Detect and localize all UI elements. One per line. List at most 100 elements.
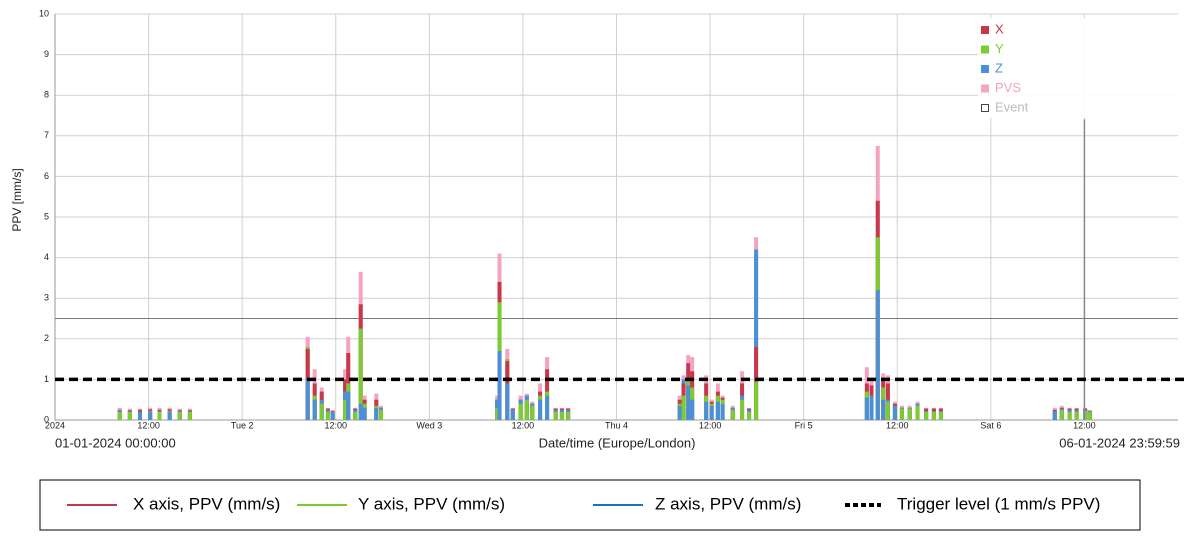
bar	[885, 401, 890, 420]
bar	[378, 409, 383, 420]
x-tick-label: 12:00	[699, 420, 722, 430]
bar	[138, 411, 143, 420]
y-tick-label: 5	[44, 211, 49, 221]
bar	[938, 411, 943, 420]
range-start: 01-01-2024 00:00:00	[55, 435, 176, 450]
bar	[720, 403, 725, 420]
bar	[709, 405, 714, 420]
bar	[497, 350, 502, 420]
range-end: 06-01-2024 23:59:59	[1059, 435, 1180, 450]
bar	[1052, 411, 1057, 420]
legend-label: Event	[995, 99, 1029, 114]
x-tick-label: Sat 6	[980, 420, 1001, 430]
legend-label: Z	[995, 60, 1003, 75]
bar	[358, 403, 363, 420]
bar	[875, 290, 880, 420]
y-axis-label: PPV [mm/s]	[10, 168, 24, 231]
bar	[343, 399, 348, 420]
legend-box	[39, 479, 1141, 531]
bar	[177, 411, 182, 420]
bar	[374, 407, 379, 420]
bar	[686, 385, 691, 420]
bar	[1087, 411, 1092, 420]
x-tick-label: Thu 4	[605, 420, 628, 430]
bar	[740, 399, 745, 420]
legend-swatch	[981, 104, 989, 112]
y-tick-label: 1	[44, 374, 49, 384]
x-axis-label: Date/time (Europe/London)	[539, 435, 696, 450]
bar	[358, 328, 363, 420]
bar	[864, 397, 869, 420]
bar	[362, 407, 367, 420]
legend-label: Z axis, PPV (mm/s)	[655, 494, 801, 513]
y-tick-label: 8	[44, 90, 49, 100]
legend-swatch	[981, 65, 989, 73]
legend-label: X axis, PPV (mm/s)	[133, 494, 280, 513]
bar	[524, 399, 529, 420]
y-tick-label: 6	[44, 171, 49, 181]
bar	[553, 411, 558, 420]
legend-label: Y	[995, 41, 1004, 56]
bar	[319, 403, 324, 420]
bar	[690, 399, 695, 420]
y-tick-label: 7	[44, 130, 49, 140]
bar	[325, 411, 330, 420]
y-tick-label: 0	[44, 414, 49, 424]
bar	[530, 405, 535, 420]
legend-label: Y axis, PPV (mm/s)	[358, 494, 505, 513]
bar	[924, 411, 929, 420]
x-tick-label: Tue 2	[231, 420, 254, 430]
y-tick-label: 4	[44, 252, 49, 262]
bar	[566, 411, 571, 420]
legend-swatch	[981, 45, 989, 54]
y-tick-label: 2	[44, 333, 49, 343]
bar	[907, 408, 912, 420]
bar	[545, 395, 550, 420]
bar	[899, 408, 904, 420]
x-tick-label: Fri 5	[795, 420, 813, 430]
bar	[881, 399, 886, 420]
x-tick-label: Wed 3	[416, 420, 442, 430]
bar	[495, 407, 500, 420]
bar	[915, 405, 920, 420]
bar	[559, 411, 564, 420]
x-tick-label: 12:00	[886, 420, 909, 430]
x-tick-label: 12:00	[324, 420, 347, 430]
x-tick-label: 12:00	[137, 420, 160, 430]
bar	[187, 411, 192, 420]
bar	[754, 249, 759, 420]
bar	[1059, 409, 1064, 420]
y-tick-label: 3	[44, 293, 49, 303]
bar	[346, 391, 351, 420]
legend-bg	[978, 18, 1178, 118]
bar	[510, 409, 515, 420]
bar	[127, 411, 132, 420]
legend-swatch	[981, 84, 989, 93]
bar	[730, 409, 735, 420]
bar	[353, 411, 358, 420]
bar	[148, 411, 153, 420]
bar	[518, 403, 523, 420]
bar	[1083, 411, 1088, 420]
legend-label: PVS	[995, 80, 1021, 95]
bar	[681, 395, 686, 420]
bar	[931, 411, 936, 420]
bar	[747, 411, 752, 420]
bar	[505, 383, 510, 420]
bar	[305, 379, 310, 420]
bar	[754, 381, 759, 420]
bar	[1074, 411, 1079, 420]
x-tick-label: 12:00	[512, 420, 535, 430]
bar	[892, 405, 897, 420]
bar	[704, 401, 709, 420]
x-tick-label: 12:00	[1073, 420, 1096, 430]
bar	[167, 411, 172, 420]
y-tick-label: 10	[39, 8, 49, 18]
bar	[312, 399, 317, 420]
bar	[330, 411, 335, 420]
bar	[117, 411, 122, 420]
legend-label: Trigger level (1 mm/s PPV)	[897, 494, 1100, 513]
bar	[869, 395, 874, 420]
legend-label: X	[995, 21, 1004, 36]
